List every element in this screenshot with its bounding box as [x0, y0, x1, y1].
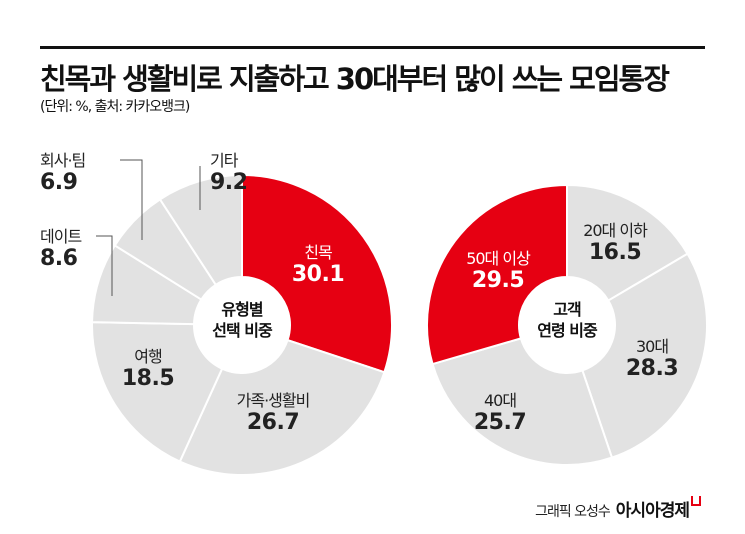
label-친목: 친목 30.1 — [291, 243, 345, 288]
top-rule — [40, 46, 705, 49]
label-회사팀: 회사·팀 6.9 — [40, 151, 86, 196]
chart-subtitle: (단위: %, 출처: 카카오뱅크) — [40, 99, 190, 115]
label-가족생활비: 가족·생활비 26.7 — [236, 391, 311, 436]
label-데이트: 데이트 8.6 — [40, 227, 82, 272]
donut1-slice-0 — [241, 173, 393, 374]
label-50대이상: 50대 이상 29.5 — [466, 249, 531, 294]
leader-데이트 — [96, 235, 113, 296]
label-30대: 30대 28.3 — [625, 337, 679, 382]
brand-logo: 아시아경제 — [615, 501, 690, 521]
donut1-slice-5 — [158, 173, 243, 287]
chart-title: 친목과 생활비로 지출하고 30대부터 많이 쓰는 모임통장 — [40, 62, 670, 96]
donut-center-label-1: 유형별 선택 비중 — [212, 300, 272, 340]
donut2-slice-0 — [566, 183, 689, 302]
label-20대이하: 20대 이하 16.5 — [583, 221, 648, 266]
leader-회사팀 — [120, 159, 143, 240]
donut1-slice-2 — [91, 321, 224, 463]
brand-mark-icon — [691, 496, 701, 506]
donut1-slice-1 — [178, 338, 386, 476]
donut-center-label-2: 고객 연령 비중 — [537, 300, 597, 340]
label-여행: 여행 18.5 — [121, 347, 175, 392]
label-기타: 기타 9.2 — [210, 151, 248, 196]
credit: 그래픽 오성수 아시아경제 — [535, 496, 701, 521]
donut2-slice-2 — [431, 337, 614, 466]
label-40대: 40대 25.7 — [473, 391, 527, 436]
donut2-slice-1 — [581, 252, 708, 459]
donut2-slice-3 — [426, 183, 568, 366]
